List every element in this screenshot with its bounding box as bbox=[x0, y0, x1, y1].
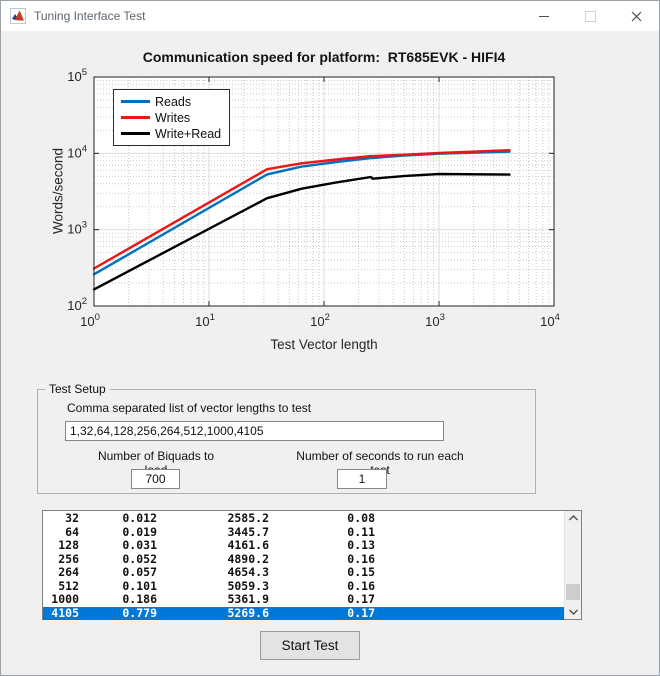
list-cell: 2585.2 bbox=[227, 511, 269, 525]
scroll-down-button[interactable] bbox=[565, 605, 581, 619]
tick-label: 103 bbox=[425, 312, 445, 329]
list-cell: 0.17 bbox=[347, 605, 375, 620]
test-setup-group: Test Setup Comma separated list of vecto… bbox=[37, 382, 536, 494]
results-rows: 32 0.012 2585.2 0.08 64 0.019 3445.7 0.11 128 0.0… bbox=[43, 511, 564, 620]
results-listbox[interactable]: 32 0.012 2585.2 0.08 64 0.019 3445.7 0.11 128 0.0… bbox=[42, 510, 582, 620]
list-cell: 264 bbox=[58, 565, 79, 579]
list-cell: 4890.2 bbox=[227, 551, 269, 566]
list-cell: 0.08 bbox=[347, 511, 375, 525]
list-item[interactable]: 256 0.052 4890.2 0.16 bbox=[43, 551, 564, 567]
tick-label: 103 bbox=[67, 220, 87, 237]
window-title: Tuning Interface Test bbox=[34, 9, 146, 23]
list-cell: 0.057 bbox=[122, 565, 157, 579]
list-cell: 0.11 bbox=[347, 524, 375, 539]
list-cell: 3445.7 bbox=[227, 524, 269, 539]
chart-line-writes bbox=[92, 148, 511, 270]
tick-label: 104 bbox=[67, 143, 87, 160]
legend-label: Writes bbox=[155, 110, 191, 125]
list-cell: 0.779 bbox=[122, 605, 157, 620]
list-item[interactable]: 4105 0.779 5269.6 0.17 bbox=[43, 605, 564, 620]
legend-item: Write+Read bbox=[121, 126, 222, 141]
tick-label: 100 bbox=[80, 312, 100, 329]
legend-label: Reads bbox=[155, 94, 192, 109]
list-cell: 0.012 bbox=[122, 511, 157, 525]
vector-lengths-label: Comma separated list of vector lengths t… bbox=[67, 401, 312, 415]
list-item[interactable]: 264 0.057 4654.3 0.15 bbox=[43, 565, 564, 580]
list-cell: 0.13 bbox=[347, 538, 375, 552]
legend-line-swatch bbox=[121, 132, 150, 135]
list-cell: 5059.3 bbox=[227, 578, 269, 593]
list-cell: 0.019 bbox=[122, 524, 157, 539]
list-cell: 64 bbox=[65, 524, 79, 539]
list-cell: 4105 bbox=[51, 605, 79, 620]
legend-item: Writes bbox=[121, 110, 221, 125]
list-cell: 0.031 bbox=[122, 538, 157, 552]
legend-label: Write+Read bbox=[155, 126, 222, 141]
chart-line-write-read bbox=[92, 172, 511, 291]
close-icon bbox=[631, 11, 641, 21]
speed-chart: 100 101 102 103 104 102 103 104 105 bbox=[67, 67, 560, 329]
seconds-input[interactable] bbox=[337, 469, 387, 489]
list-item[interactable]: 1000 0.186 5361.9 0.17 bbox=[43, 592, 564, 607]
list-cell: 0.052 bbox=[122, 551, 157, 566]
matlab-logo-icon bbox=[10, 8, 26, 24]
legend-line-swatch bbox=[121, 116, 150, 119]
list-cell: 0.16 bbox=[347, 578, 375, 593]
list-cell: 1000 bbox=[51, 592, 79, 606]
tick-label: 102 bbox=[67, 296, 87, 313]
biquads-input[interactable] bbox=[131, 469, 180, 489]
title-bar: Tuning Interface Test bbox=[1, 1, 659, 31]
list-cell: 0.17 bbox=[347, 592, 375, 606]
tick-label: 101 bbox=[195, 312, 215, 329]
list-cell: 0.186 bbox=[122, 592, 157, 606]
minimize-button[interactable] bbox=[521, 1, 567, 31]
chevron-up-icon bbox=[568, 515, 578, 521]
tick-label: 102 bbox=[310, 312, 330, 329]
x-axis-label: Test Vector length bbox=[270, 337, 378, 352]
y-axis-label: Words/second bbox=[50, 147, 66, 235]
window-controls bbox=[521, 1, 659, 31]
list-cell: 32 bbox=[65, 511, 79, 525]
chart-title: Communication speed for platform: RT685E… bbox=[142, 49, 506, 65]
list-cell: 4654.3 bbox=[227, 565, 269, 579]
list-cell: 0.16 bbox=[347, 551, 375, 566]
chevron-down-icon bbox=[568, 609, 578, 615]
start-test-button[interactable]: Start Test bbox=[260, 631, 360, 660]
results-scrollbar[interactable] bbox=[564, 511, 581, 619]
vector-lengths-input[interactable] bbox=[65, 421, 444, 441]
list-cell: 4161.6 bbox=[227, 538, 269, 552]
list-cell: 5361.9 bbox=[227, 592, 269, 606]
list-cell: 0.15 bbox=[347, 565, 375, 579]
tick-label: 105 bbox=[67, 67, 87, 84]
maximize-icon bbox=[584, 10, 596, 22]
legend-line-swatch bbox=[121, 100, 150, 103]
close-button[interactable] bbox=[613, 1, 659, 31]
tick-label: 104 bbox=[540, 312, 560, 329]
scrollbar-thumb[interactable] bbox=[566, 584, 580, 600]
chart-legend: Reads Writes Write+Read bbox=[113, 89, 231, 146]
list-cell: 256 bbox=[58, 551, 79, 566]
minimize-icon bbox=[539, 15, 549, 17]
list-cell: 0.101 bbox=[122, 578, 157, 593]
list-item[interactable]: 32 0.012 2585.2 0.08 bbox=[43, 511, 564, 526]
list-item[interactable]: 64 0.019 3445.7 0.11 bbox=[43, 524, 564, 540]
list-item[interactable]: 128 0.031 4161.6 0.13 bbox=[43, 538, 564, 553]
test-setup-group-label: Test Setup bbox=[45, 382, 110, 396]
scroll-up-button[interactable] bbox=[565, 511, 581, 525]
list-cell: 128 bbox=[58, 538, 79, 552]
list-cell: 5269.6 bbox=[227, 605, 269, 620]
list-cell: 512 bbox=[58, 578, 79, 593]
list-item[interactable]: 512 0.101 5059.3 0.16 bbox=[43, 578, 564, 594]
legend-item: Reads bbox=[121, 94, 221, 109]
maximize-button[interactable] bbox=[567, 1, 613, 31]
